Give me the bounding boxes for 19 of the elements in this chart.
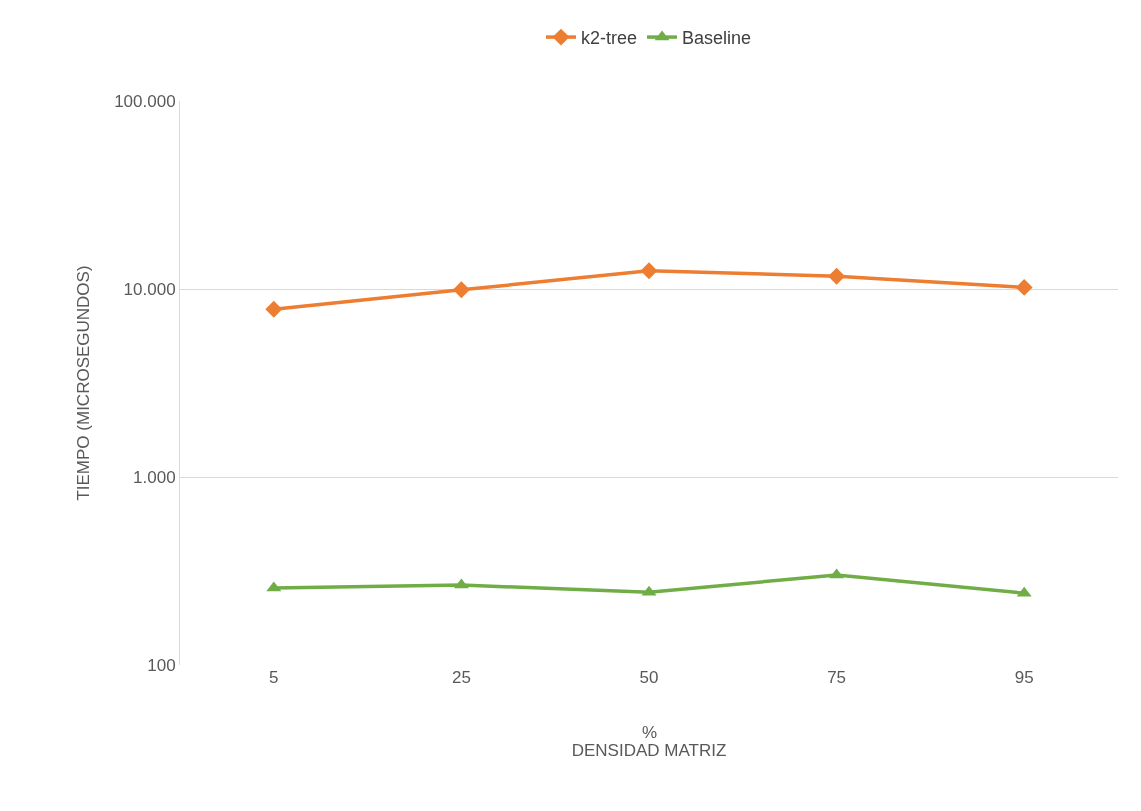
- x-tick-label: 25: [451, 668, 471, 687]
- text: %: [642, 723, 658, 742]
- y-tick-label: 10.000: [123, 279, 176, 299]
- x-axis-title: DENSIDAD MATRIZ: [571, 741, 727, 761]
- legend-label: k2-tree: [581, 28, 638, 49]
- y-tick-label: 100.000: [114, 91, 176, 111]
- point: [452, 281, 470, 299]
- point: [1015, 278, 1033, 296]
- point: [640, 262, 658, 280]
- x-tick-label: 50: [639, 668, 659, 687]
- point: [265, 300, 283, 318]
- y-axis-title: TIEMPO (MICROSEGUNDOS): [73, 265, 93, 501]
- x-tick-label: 95: [1014, 668, 1034, 687]
- point: [828, 267, 846, 285]
- legend-label: Baseline: [682, 28, 752, 49]
- y-tick-label: 1.000: [133, 467, 176, 487]
- x-tick-label: 5: [269, 668, 279, 687]
- y-tick-label: 100: [147, 655, 176, 675]
- x-tick-label: 75: [827, 668, 847, 687]
